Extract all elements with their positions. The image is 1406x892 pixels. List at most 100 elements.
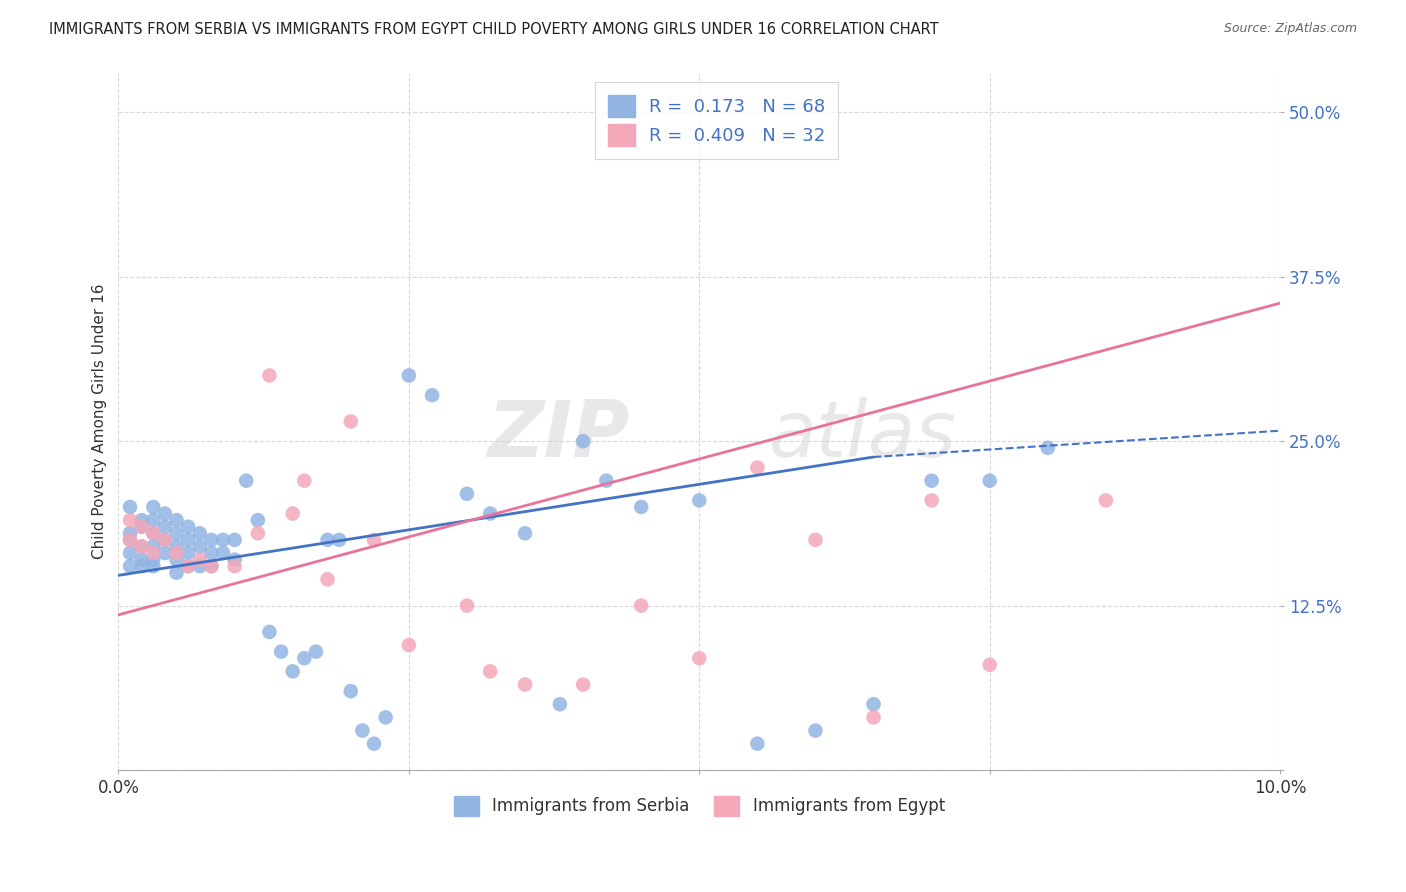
Text: Source: ZipAtlas.com: Source: ZipAtlas.com [1223, 22, 1357, 36]
Point [166, 546, 188, 560]
Point [281, 665, 304, 679]
Point [177, 559, 200, 574]
Point [200, 533, 222, 547]
Point [595, 474, 617, 488]
Legend: Immigrants from Serbia, Immigrants from Egypt: Immigrants from Serbia, Immigrants from … [446, 788, 953, 824]
Point [316, 533, 339, 547]
Point [131, 540, 153, 554]
Point [188, 526, 211, 541]
Point [153, 507, 176, 521]
Point [120, 546, 142, 560]
Point [166, 540, 188, 554]
Y-axis label: Child Poverty Among Girls Under 16: Child Poverty Among Girls Under 16 [93, 284, 107, 559]
Point [166, 526, 188, 541]
Point [142, 513, 165, 527]
Point [339, 684, 361, 698]
Point [246, 526, 269, 541]
Point [979, 474, 1001, 488]
Point [747, 737, 769, 751]
Point [572, 677, 595, 691]
Point [200, 559, 222, 574]
Point [188, 540, 211, 554]
Point [374, 710, 396, 724]
Point [688, 493, 710, 508]
Point [212, 533, 235, 547]
Point [177, 546, 200, 560]
Point [747, 460, 769, 475]
Point [142, 526, 165, 541]
Point [224, 559, 246, 574]
Point [316, 572, 339, 586]
Point [259, 368, 281, 383]
Point [120, 513, 142, 527]
Point [200, 546, 222, 560]
Point [120, 559, 142, 574]
Point [131, 519, 153, 533]
Point [131, 540, 153, 554]
Point [177, 519, 200, 533]
Point [131, 519, 153, 533]
Point [363, 533, 385, 547]
Point [688, 651, 710, 665]
Point [479, 507, 502, 521]
Point [142, 552, 165, 566]
Point [979, 657, 1001, 672]
Point [142, 526, 165, 541]
Point [630, 599, 652, 613]
Point [166, 566, 188, 580]
Point [456, 487, 478, 501]
Point [479, 665, 502, 679]
Point [513, 526, 536, 541]
Point [270, 645, 292, 659]
Point [120, 533, 142, 547]
Point [398, 368, 420, 383]
Point [339, 415, 361, 429]
Point [862, 710, 884, 724]
Point [177, 559, 200, 574]
Text: atlas: atlas [769, 398, 957, 474]
Point [862, 698, 884, 712]
Point [804, 723, 827, 738]
Point [292, 651, 315, 665]
Point [352, 723, 374, 738]
Point [120, 526, 142, 541]
Point [456, 599, 478, 613]
Point [131, 559, 153, 574]
Point [120, 533, 142, 547]
Point [131, 552, 153, 566]
Point [188, 552, 211, 566]
Point [398, 638, 420, 652]
Point [153, 546, 176, 560]
Point [200, 559, 222, 574]
Point [166, 552, 188, 566]
Point [921, 493, 943, 508]
Point [177, 533, 200, 547]
Point [166, 513, 188, 527]
Point [120, 500, 142, 514]
Point [153, 519, 176, 533]
Point [804, 533, 827, 547]
Point [188, 559, 211, 574]
Text: IMMIGRANTS FROM SERBIA VS IMMIGRANTS FROM EGYPT CHILD POVERTY AMONG GIRLS UNDER : IMMIGRANTS FROM SERBIA VS IMMIGRANTS FRO… [49, 22, 939, 37]
Point [224, 533, 246, 547]
Point [246, 513, 269, 527]
Point [630, 500, 652, 514]
Point [224, 552, 246, 566]
Point [142, 546, 165, 560]
Point [235, 474, 257, 488]
Point [142, 540, 165, 554]
Point [513, 677, 536, 691]
Point [305, 645, 328, 659]
Point [142, 559, 165, 574]
Point [548, 698, 571, 712]
Point [921, 474, 943, 488]
Point [292, 474, 315, 488]
Point [281, 507, 304, 521]
Point [153, 533, 176, 547]
Point [153, 533, 176, 547]
Point [142, 500, 165, 514]
Point [259, 624, 281, 639]
Point [328, 533, 350, 547]
Text: ZIP: ZIP [488, 398, 630, 474]
Point [363, 737, 385, 751]
